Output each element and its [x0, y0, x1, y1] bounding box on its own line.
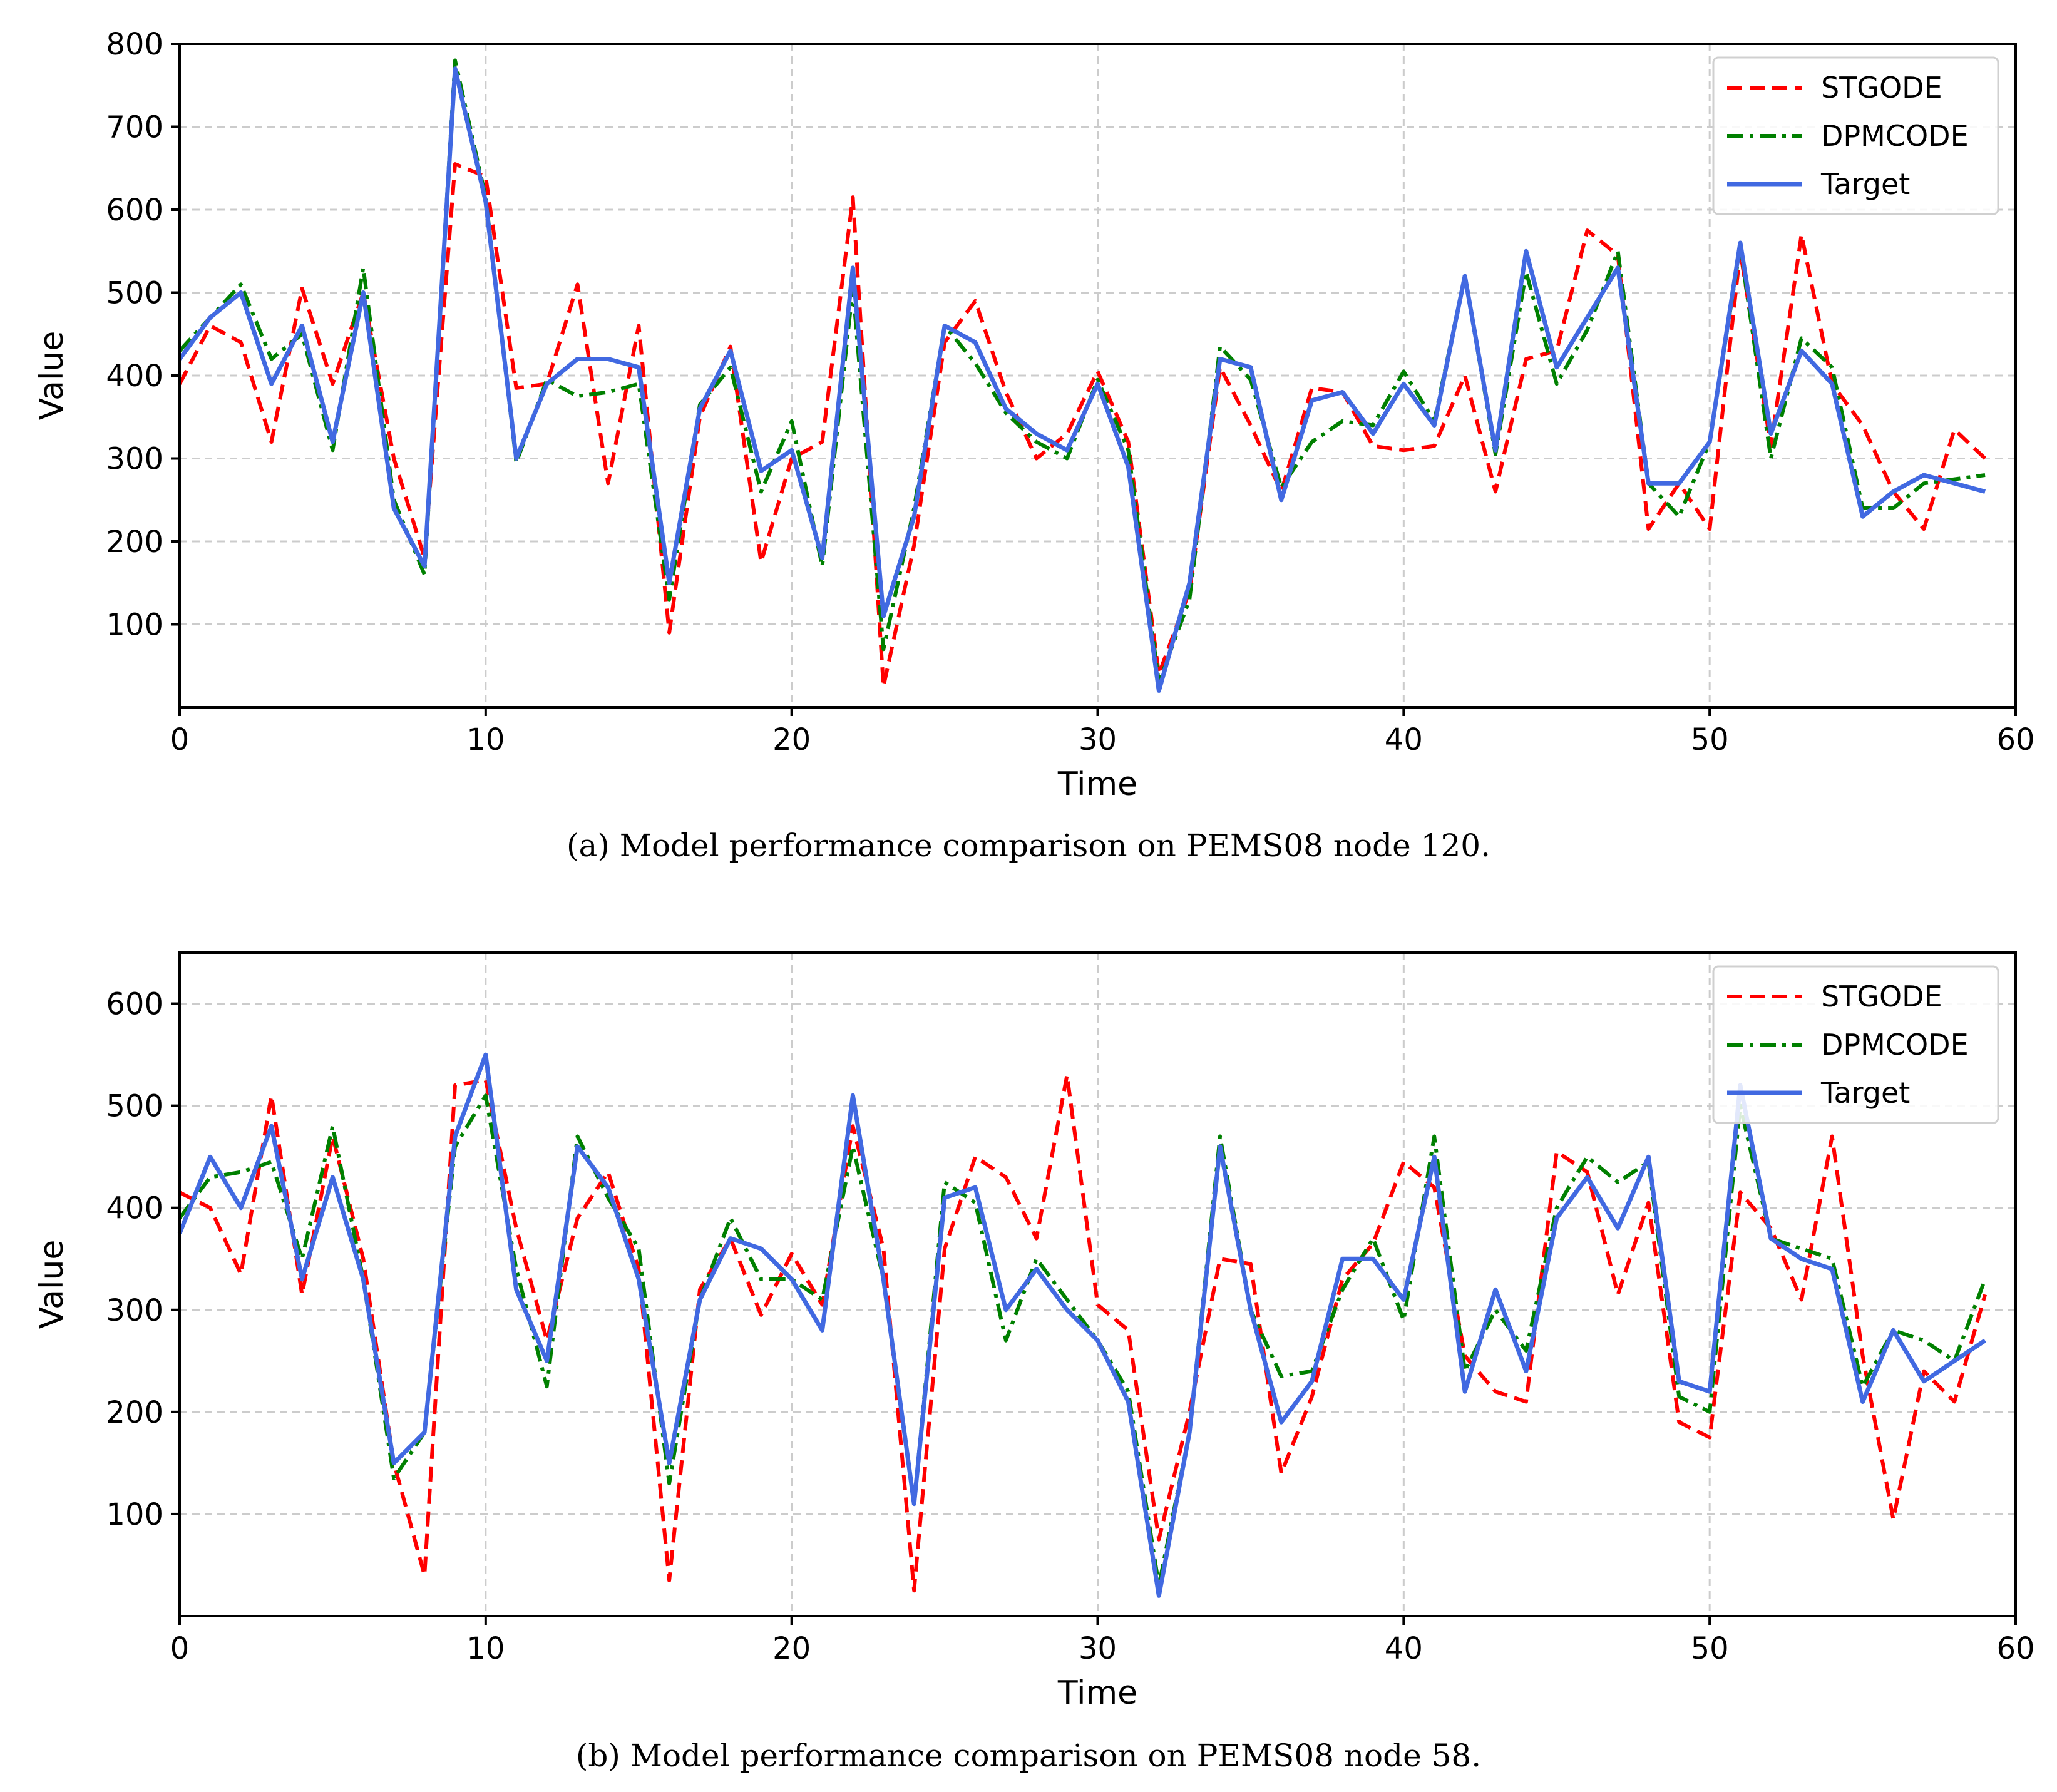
- chart-b-xtick-label: 50: [1691, 1631, 1729, 1666]
- chart-b-xlabel: Time: [1057, 1674, 1137, 1712]
- chart-a-legend-label-dpmcode: DPMCODE: [1821, 119, 1969, 153]
- chart-a-ytick-label: 800: [106, 27, 163, 62]
- chart-a-ylabel: Value: [33, 331, 71, 421]
- chart-a-xtick-label: 20: [772, 722, 811, 757]
- chart-a-xtick-label: 30: [1079, 722, 1117, 757]
- chart-a-ytick-label: 700: [106, 110, 163, 145]
- chart-b-legend-label-stgode: STGODE: [1821, 980, 1942, 1013]
- chart-b-xtick-label: 60: [1996, 1631, 2034, 1666]
- chart-a-legend: STGODE DPMCODE Target: [1712, 56, 1999, 215]
- chart-b: 0 10 20 30 40 50 60 100 200 300 400 500 600 Time Value…: [33, 951, 2035, 1712]
- chart-a: 0 10 20 30 40 50 60 100 200 300 400 500 600 700 800 Tim…: [33, 27, 2035, 803]
- chart-a-ytick-label: 200: [106, 525, 163, 560]
- chart-a-ytick-label: 400: [106, 359, 163, 394]
- chart-a-xlabel: Time: [1057, 765, 1137, 803]
- chart-b-legend-label-target: Target: [1820, 1076, 1910, 1110]
- chart-b-ytick-label: 600: [106, 987, 163, 1022]
- chart-a-ytick-label: 600: [106, 193, 163, 228]
- chart-b-series-dpmcode: [178, 1093, 1987, 1588]
- chart-a-ytick-label: 100: [106, 608, 163, 643]
- chart-b-ylabel: Value: [33, 1240, 71, 1329]
- chart-b-xtick-label: 10: [466, 1631, 505, 1666]
- caption-a: (a) Model performance comparison on PEMS…: [567, 827, 1490, 864]
- chart-b-xtick-label: 30: [1079, 1631, 1117, 1666]
- chart-b-ytick-label: 300: [106, 1293, 163, 1328]
- chart-b-xtick-label: 40: [1385, 1631, 1423, 1666]
- chart-a-ytick-label: 300: [106, 442, 163, 477]
- chart-a-xtick-label: 60: [1996, 722, 2034, 757]
- caption-b: (b) Model performance comparison on PEMS…: [575, 1738, 1482, 1774]
- chart-a-legend-box: [1712, 56, 1999, 215]
- chart-a-legend-label-target: Target: [1820, 167, 1910, 201]
- chart-b-series-stgode: [178, 1073, 1987, 1593]
- chart-b-xtick-label: 20: [772, 1631, 811, 1666]
- chart-b-ytick-label: 500: [106, 1089, 163, 1124]
- chart-b-legend-label-dpmcode: DPMCODE: [1821, 1028, 1969, 1062]
- chart-b-legend-box: [1712, 965, 1999, 1124]
- chart-a-xtick-label: 10: [466, 722, 505, 757]
- chart-a-xtick-label: 50: [1691, 722, 1729, 757]
- chart-b-xtick-label: 0: [170, 1631, 190, 1666]
- chart-a-xtick-label: 0: [170, 722, 190, 757]
- chart-a-ytick-label: 500: [106, 276, 163, 311]
- chart-a-legend-label-stgode: STGODE: [1821, 71, 1942, 105]
- chart-b-series-target: [177, 1052, 1987, 1598]
- chart-a-xtick-label: 40: [1385, 722, 1423, 757]
- chart-a-series-target: [178, 66, 1986, 693]
- chart-b-legend: STGODE DPMCODE Target: [1712, 965, 1999, 1124]
- chart-b-ytick-label: 400: [106, 1191, 163, 1226]
- chart-b-ytick-label: 200: [106, 1395, 163, 1430]
- chart-b-ytick-label: 100: [106, 1497, 163, 1532]
